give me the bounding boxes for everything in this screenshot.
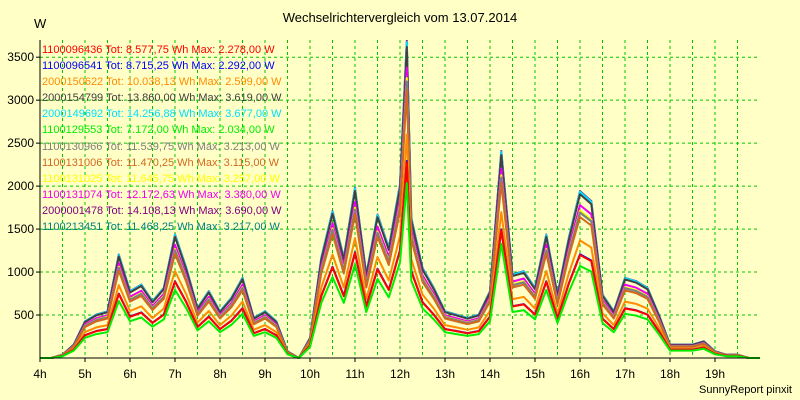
x-tick-label: 4h (33, 367, 46, 381)
legend-entry: 1100131074 Tot: 12.172,63 Wh Max: 3.380,… (42, 188, 281, 201)
x-tick-label: 16h (570, 367, 590, 381)
legend-entry: 2000001478 Tot: 14.108,13 Wh Max: 3.690,… (42, 204, 282, 217)
y-tick-label: 500 (14, 308, 34, 322)
tick-labels: 4h 5h 6h 7h 8h 9h 10h 11h 12h 13h 14h 15h 16h 17h 18h 1… (7, 50, 725, 381)
legend-entry: 1100131006 Tot: 11.470,25 Wh Max: 3.115,… (42, 156, 280, 169)
legend-entry: 1100096541 Tot: 8.715,25 Wh Max: 2.292,0… (42, 60, 275, 73)
x-tick-label: 18h (660, 367, 680, 381)
legend-entry: 1100096436 Tot: 8.577,75 Wh Max: 2.278,0… (42, 44, 275, 56)
y-tick-label: 1000 (7, 265, 34, 279)
legend-entry: 1100129553 Tot: 7.172,00 Wh Max: 2.034,0… (42, 124, 275, 137)
y-tick-label: 1500 (7, 222, 34, 236)
x-tick-label: 12h (390, 367, 410, 381)
y-tick-label: 2000 (7, 179, 34, 193)
axes (36, 40, 760, 362)
legend: 1100096436 Tot: 8.577,75 Wh Max: 2.278,0… (42, 42, 282, 235)
series-line (40, 89, 760, 359)
y-tick-label: 3000 (7, 93, 34, 107)
x-tick-label: 14h (480, 367, 500, 381)
legend-entry: 1100213451 Tot: 11.468,25 Wh Max: 3.217,… (42, 221, 280, 234)
legend-entry: 1100131025 Tot: 11.645,75 Wh Max: 3.257,… (42, 172, 280, 185)
y-tick-label: 3500 (7, 50, 34, 64)
footer-credit: SunnyReport pinxit (699, 384, 792, 396)
x-tick-label: 13h (435, 367, 455, 381)
series-line (40, 182, 760, 359)
x-tick-label: 8h (213, 367, 226, 381)
legend-entry: 2000154799 Tot: 13.860,00 Wh Max: 3.619,… (42, 92, 282, 105)
x-tick-label: 19h (705, 367, 725, 381)
chart-title: Wechselrichtervergleich vom 13.07.2014 (282, 10, 518, 25)
y-axis-unit: W (34, 16, 47, 31)
legend-entry: 2000149692 Tot: 14.256,88 Wh Max: 3.677,… (42, 108, 282, 121)
x-tick-label: 11h (345, 367, 364, 381)
x-tick-label: 10h (300, 367, 320, 381)
x-tick-label: 7h (168, 367, 181, 381)
x-tick-label: 17h (615, 367, 635, 381)
series-lines (40, 39, 760, 359)
x-tick-label: 15h (525, 367, 545, 381)
x-tick-label: 6h (123, 367, 136, 381)
series-line (40, 161, 760, 359)
series-line (40, 133, 760, 359)
x-tick-label: 9h (258, 367, 271, 381)
x-tick-label: 5h (78, 367, 91, 381)
y-tick-label: 2500 (7, 136, 34, 150)
legend-entry: 2000150622 Tot: 10.038,13 Wh Max: 2.599,… (42, 76, 282, 89)
legend-entry: 1100130966 Tot: 11.539,75 Wh Max: 3.213,… (42, 140, 280, 153)
